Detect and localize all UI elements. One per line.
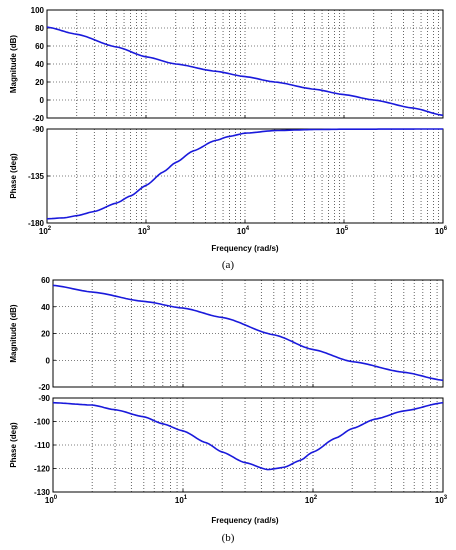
x-tick-label: 102 bbox=[39, 226, 52, 236]
y-tick-label: -135 bbox=[28, 172, 45, 181]
series-line bbox=[52, 401, 444, 471]
y-tick-label: 60 bbox=[35, 42, 44, 51]
y-tick-label: 40 bbox=[35, 60, 44, 69]
y-tick-label: 0 bbox=[40, 96, 45, 105]
plot-area: -20 0 20 40 60 80 100 Magnitude (dB) -180 -135 -90… bbox=[9, 6, 448, 505]
y-axis-label: Phase (deg) bbox=[9, 153, 18, 199]
y-tick-label: -180 bbox=[28, 219, 45, 228]
x-tick-label: 104 bbox=[237, 226, 250, 236]
axes-frame bbox=[52, 279, 444, 388]
x-tick-label: 106 bbox=[435, 226, 448, 236]
y-tick-label: -90 bbox=[38, 394, 50, 403]
axes-frame bbox=[46, 128, 444, 224]
x-tick-label: 102 bbox=[305, 495, 318, 505]
y-tick-label: 0 bbox=[46, 356, 51, 365]
y-tick-label: 80 bbox=[35, 24, 44, 33]
y-tick-label: -120 bbox=[34, 465, 51, 474]
y-tick-label: -90 bbox=[32, 125, 44, 134]
chart-3: -20 0 20 40 60 Magnitude (dB) bbox=[9, 276, 444, 392]
panel-b-xlabel: Frequency (rad/s) bbox=[211, 516, 278, 525]
y-tick-label: 60 bbox=[41, 276, 50, 285]
chart-1: -20 0 20 40 60 80 100 Magnitude (dB) bbox=[9, 6, 444, 123]
y-tick-label: 20 bbox=[41, 330, 50, 339]
panel-b-label: (b) bbox=[222, 532, 235, 544]
axes-frame bbox=[46, 9, 444, 119]
panel-a-label: (a) bbox=[222, 259, 235, 271]
y-tick-label: 100 bbox=[31, 6, 45, 15]
y-axis-label: Magnitude (dB) bbox=[9, 35, 18, 94]
y-axis-label: Phase (deg) bbox=[9, 422, 18, 468]
y-axis-label: Magnitude (dB) bbox=[9, 304, 18, 363]
x-tick-label: 100 bbox=[45, 495, 58, 505]
series-line bbox=[52, 284, 444, 382]
series-line bbox=[46, 128, 443, 220]
panel-a-xlabel: Frequency (rad/s) bbox=[211, 244, 278, 253]
y-tick-label: 20 bbox=[35, 78, 44, 87]
x-tick-label: 101 bbox=[175, 495, 188, 505]
y-tick-label: -130 bbox=[34, 488, 51, 497]
series-line bbox=[46, 26, 444, 117]
y-tick-label: -110 bbox=[34, 441, 50, 450]
chart-4: -130 -120 -110 -100 -90 100 101 102 103 Phase (de… bbox=[9, 394, 448, 505]
chart-2: -180 -135 -90 102 103 104 105 106 Phase (deg) bbox=[9, 125, 448, 236]
x-tick-label: 103 bbox=[138, 226, 151, 236]
axes-frame bbox=[52, 397, 444, 493]
y-tick-label: -20 bbox=[32, 114, 44, 123]
x-tick-label: 105 bbox=[336, 226, 349, 236]
y-tick-label: -20 bbox=[38, 383, 50, 392]
y-tick-label: -100 bbox=[34, 418, 51, 427]
x-tick-label: 103 bbox=[435, 495, 448, 505]
y-tick-label: 40 bbox=[41, 303, 50, 312]
